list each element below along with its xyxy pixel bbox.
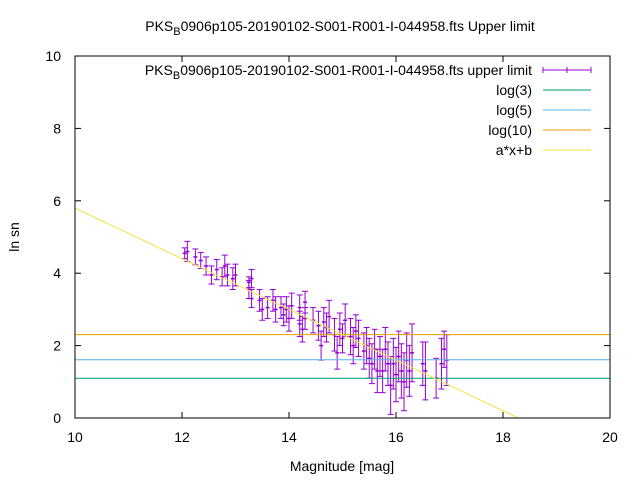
data-point — [256, 288, 263, 312]
fit-line — [75, 207, 520, 418]
legend-entry: a*x+b — [496, 142, 591, 158]
legend-label-sub: B — [173, 70, 180, 82]
data-point — [320, 307, 327, 338]
legend-label-suffix: 0906p105-20190102-S001-R001-I-044958.fts… — [180, 62, 532, 78]
y-tick-label: 6 — [53, 193, 61, 209]
data-point — [347, 317, 354, 356]
legend-label: a*x+b — [496, 142, 532, 158]
data-point — [422, 341, 429, 401]
data-point — [248, 269, 255, 289]
y-axis: 0 2 4 6 8 10 — [45, 48, 610, 426]
chart-title-suffix: 0906p105-20190102-S001-R001-I-044958.fts… — [181, 18, 535, 34]
legend-entry: PKSB0906p105-20190102-S001-R001-I-044958… — [145, 62, 592, 82]
data-point — [248, 288, 255, 309]
data-point — [401, 352, 408, 412]
data-point — [269, 288, 276, 312]
data-point — [221, 254, 228, 278]
data-point — [283, 296, 290, 323]
data-point — [441, 330, 448, 368]
legend-entry: log(10) — [488, 122, 591, 138]
data-point — [390, 337, 397, 390]
data-point — [213, 258, 220, 281]
data-point — [232, 263, 239, 287]
x-tick-label: 20 — [602, 429, 618, 445]
legend-label-prefix: PKS — [145, 62, 173, 78]
x-tick-label: 14 — [281, 429, 297, 445]
x-tick-label: 12 — [174, 429, 190, 445]
legend-label: log(3) — [496, 82, 532, 98]
data-point — [350, 327, 357, 365]
legend-entry: log(5) — [496, 102, 591, 118]
x-axis-label: Magnitude [mag] — [290, 458, 394, 474]
data-point — [192, 248, 199, 266]
y-tick-label: 10 — [45, 48, 61, 64]
data-point — [296, 294, 303, 321]
data-point — [376, 336, 383, 377]
chart-title-sub: B — [173, 26, 180, 38]
data-point — [259, 298, 266, 321]
data-point — [336, 312, 343, 347]
y-tick-label: 0 — [53, 410, 61, 426]
data-point — [326, 299, 333, 334]
data-point — [272, 296, 279, 323]
chart-title-prefix: PKS — [145, 18, 173, 34]
data-point — [181, 247, 188, 260]
y-axis-label: ln sn — [6, 222, 22, 252]
legend-label: log(5) — [496, 102, 532, 118]
y-tick-label: 8 — [53, 120, 61, 136]
data-point — [374, 348, 381, 394]
x-axis: 10 12 14 16 18 20 — [67, 56, 618, 445]
data-point — [406, 345, 413, 397]
plot-frame — [74, 55, 611, 419]
data-point — [366, 337, 373, 379]
data-point — [264, 296, 271, 319]
data-point — [360, 332, 367, 370]
legend-label: PKSB0906p105-20190102-S001-R001-I-044958… — [145, 62, 532, 82]
data-point — [342, 303, 349, 338]
plot-area — [75, 207, 610, 418]
data-point — [288, 292, 295, 319]
data-point — [302, 290, 309, 314]
y-tick-label: 4 — [53, 265, 61, 281]
x-tick-label: 16 — [388, 429, 404, 445]
data-point — [334, 336, 341, 370]
data-point — [438, 337, 445, 390]
legend: PKSB0906p105-20190102-S001-R001-I-044958… — [145, 62, 592, 158]
data-point — [395, 330, 402, 383]
data-point — [203, 256, 210, 276]
chart-title: PKSB0906p105-20190102-S001-R001-I-044958… — [145, 18, 535, 38]
data-point — [393, 346, 399, 403]
data-point — [368, 343, 375, 385]
data-point — [224, 263, 231, 287]
data-point — [339, 323, 346, 354]
data-point — [315, 310, 322, 341]
data-point — [208, 265, 215, 285]
data-point — [398, 343, 405, 399]
data-point — [355, 319, 362, 357]
x-tick-label: 10 — [67, 429, 83, 445]
x-tick-label: 18 — [495, 429, 511, 445]
data-point — [409, 323, 416, 383]
legend-label: log(10) — [488, 122, 532, 138]
data-point — [419, 341, 426, 386]
data-point — [318, 330, 325, 361]
legend-entry: log(3) — [496, 82, 591, 98]
y-tick-label: 2 — [53, 338, 61, 354]
data-point — [277, 296, 284, 319]
